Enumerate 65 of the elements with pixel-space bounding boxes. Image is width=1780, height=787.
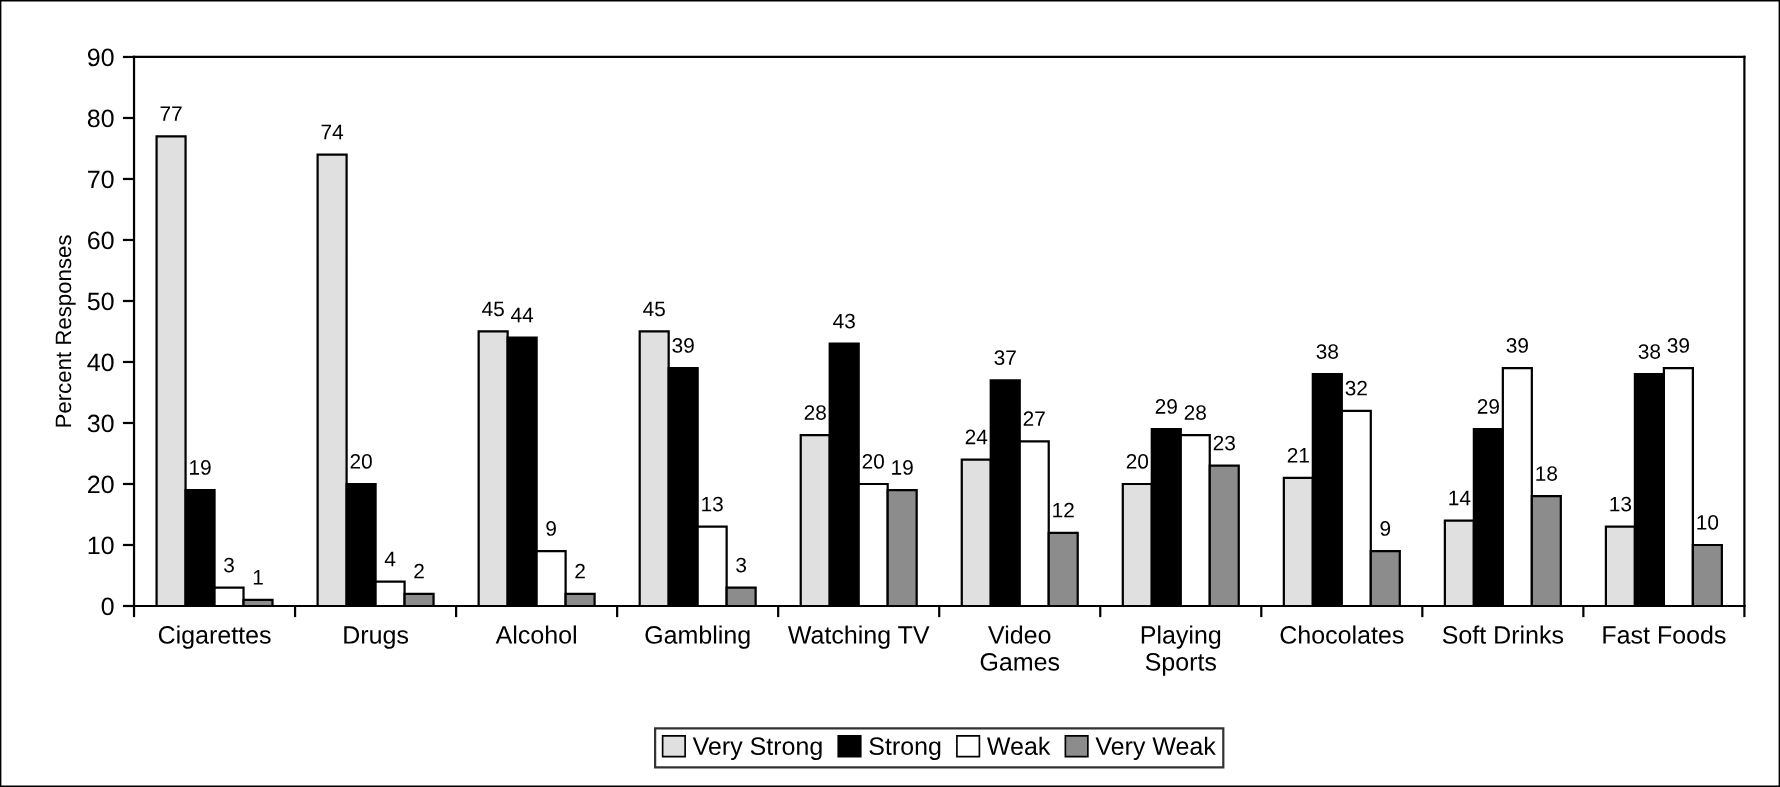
- data-label: 77: [160, 106, 182, 121]
- data-label: 44: [511, 307, 534, 323]
- data-label: 9: [546, 521, 556, 536]
- data-label: 13: [1610, 496, 1632, 512]
- data-label: 3: [224, 557, 234, 573]
- data-label: 19: [190, 460, 211, 475]
- y-tick-label: 10: [88, 536, 114, 555]
- data-label: 20: [350, 454, 372, 469]
- legend-label: Strong: [869, 737, 941, 760]
- data-label: 74: [321, 124, 344, 140]
- data-label: 29: [1155, 399, 1177, 414]
- data-label: 2: [575, 563, 585, 579]
- data-label: 4: [384, 551, 396, 567]
- data-label: 3: [736, 557, 747, 573]
- data-label: 12: [1053, 502, 1074, 518]
- data-label: 20: [862, 454, 884, 469]
- data-label: 21: [1287, 447, 1309, 463]
- data-label: 9: [1380, 521, 1391, 536]
- y-tick-label: 50: [87, 292, 114, 311]
- data-label: 28: [1184, 405, 1206, 420]
- legend-label: Very Weak: [1095, 736, 1216, 760]
- data-label: 45: [482, 301, 504, 317]
- data-label: 23: [1213, 435, 1235, 451]
- data-label: 43: [833, 313, 855, 329]
- data-label: 29: [1477, 399, 1499, 414]
- data-label: 38: [1316, 344, 1338, 359]
- data-label: 45: [643, 301, 665, 317]
- x-tick-label: Drugs: [344, 626, 409, 649]
- x-tick-label: Video Games: [980, 625, 1060, 671]
- x-tick-label: Playing Sports: [1141, 625, 1221, 676]
- data-label: 39: [672, 338, 694, 353]
- legend-label: Very Strong: [692, 737, 822, 760]
- data-label: 27: [1023, 411, 1045, 426]
- x-tick-label: Soft Drinks: [1442, 625, 1564, 644]
- data-label: 24: [965, 429, 988, 445]
- y-tick-label: 30: [87, 414, 114, 433]
- y-tick-label: 90: [87, 48, 114, 67]
- x-tick-label: Watching TV: [787, 625, 930, 649]
- data-label: 38: [1638, 344, 1661, 359]
- data-label: 13: [702, 496, 723, 512]
- data-label: 32: [1345, 380, 1367, 396]
- data-label: 14: [1449, 490, 1471, 506]
- data-label: 1: [253, 570, 263, 585]
- data-label: 37: [994, 350, 1016, 366]
- y-tick-label: 80: [87, 109, 114, 128]
- data-label: 28: [804, 405, 826, 420]
- x-tick-label: Chocolates: [1280, 625, 1404, 644]
- y-axis-title: Percent Responses: [55, 235, 76, 427]
- x-tick-label: Fast Foods: [1603, 625, 1726, 644]
- x-tick-label: Gambling: [645, 625, 750, 649]
- x-tick-label: Alcohol: [495, 625, 576, 644]
- data-label: 10: [1697, 515, 1719, 530]
- data-label: 20: [1126, 454, 1149, 469]
- data-label: 2: [414, 563, 424, 579]
- data-label: 39: [1506, 338, 1528, 353]
- y-tick-label: 20: [88, 475, 114, 494]
- legend-label: Weak: [987, 736, 1051, 756]
- y-tick-label: 60: [88, 231, 114, 250]
- data-label: 39: [1667, 338, 1689, 353]
- data-label: 18: [1536, 466, 1558, 481]
- data-label: 19: [892, 460, 913, 475]
- y-tick-label: 70: [88, 170, 114, 189]
- x-tick-label: Cigarettes: [158, 625, 271, 649]
- y-tick-label: 40: [87, 353, 114, 372]
- y-tick-label: 0: [101, 597, 114, 616]
